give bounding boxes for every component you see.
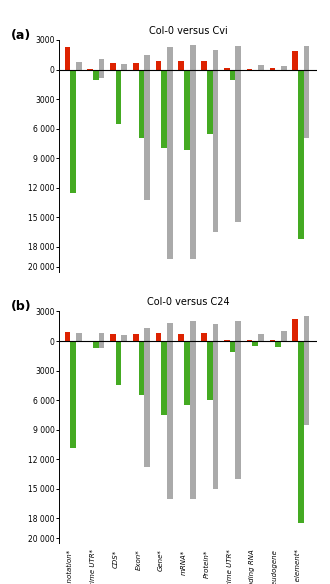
Bar [190, 341, 195, 499]
Bar [65, 332, 70, 341]
Bar [99, 69, 104, 78]
Bar [144, 55, 150, 69]
Bar [116, 341, 121, 385]
Bar [167, 341, 173, 499]
Bar [281, 66, 287, 69]
Bar [270, 339, 275, 341]
Bar [190, 321, 195, 341]
Bar [190, 45, 195, 69]
Bar [144, 341, 150, 467]
Bar [213, 69, 218, 232]
Bar [161, 69, 167, 148]
Bar [235, 46, 241, 69]
Bar [247, 68, 252, 69]
Bar [121, 64, 127, 69]
Title: Col-0 versus Cvi: Col-0 versus Cvi [149, 26, 227, 36]
Bar [93, 69, 99, 81]
Bar [252, 69, 258, 71]
Bar [275, 341, 281, 347]
Bar [207, 341, 213, 400]
Bar [70, 69, 76, 193]
Bar [110, 334, 116, 341]
Bar [161, 341, 167, 415]
Text: (a): (a) [11, 29, 31, 41]
Bar [252, 341, 258, 346]
Bar [139, 341, 144, 395]
Bar [235, 341, 241, 479]
Bar [292, 51, 298, 69]
Bar [224, 68, 230, 69]
Bar [270, 68, 275, 69]
Bar [304, 341, 310, 425]
Bar [65, 47, 70, 69]
Bar [133, 62, 139, 69]
Bar [213, 50, 218, 69]
Bar [201, 333, 207, 341]
Bar [201, 61, 207, 69]
Bar [76, 333, 82, 341]
Bar [304, 317, 310, 341]
Bar [224, 339, 230, 341]
Bar [230, 69, 235, 81]
Bar [235, 69, 241, 223]
Bar [298, 341, 304, 523]
Bar [139, 69, 144, 138]
Bar [292, 319, 298, 341]
Bar [235, 321, 241, 341]
Bar [76, 62, 82, 69]
Bar [179, 61, 184, 69]
Title: Col-0 versus C24: Col-0 versus C24 [147, 297, 229, 307]
Bar [230, 341, 235, 352]
Bar [121, 335, 127, 341]
Bar [99, 58, 104, 69]
Bar [304, 69, 310, 138]
Bar [247, 340, 252, 341]
Bar [213, 324, 218, 341]
Bar [144, 328, 150, 341]
Bar [304, 46, 310, 69]
Bar [144, 69, 150, 200]
Bar [184, 341, 190, 405]
Bar [70, 341, 76, 447]
Bar [207, 69, 213, 134]
Bar [99, 341, 104, 348]
Bar [167, 47, 173, 69]
Bar [110, 62, 116, 69]
Bar [184, 69, 190, 150]
Bar [258, 65, 264, 69]
Bar [298, 69, 304, 239]
Bar [190, 69, 195, 259]
Bar [167, 324, 173, 341]
Bar [99, 333, 104, 341]
Bar [275, 69, 281, 71]
Bar [167, 69, 173, 259]
Bar [156, 333, 161, 341]
Bar [281, 331, 287, 341]
Bar [156, 61, 161, 69]
Text: (b): (b) [11, 300, 31, 313]
Bar [116, 69, 121, 124]
Bar [179, 334, 184, 341]
Bar [93, 341, 99, 348]
Bar [213, 341, 218, 489]
Bar [258, 334, 264, 341]
Bar [133, 334, 139, 341]
